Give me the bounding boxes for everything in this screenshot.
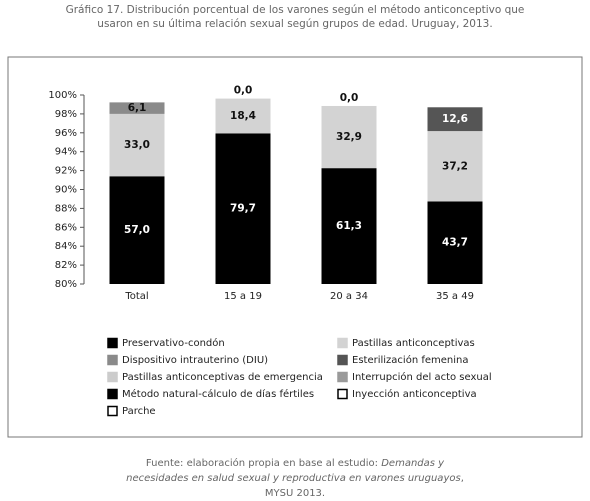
y-tick-label: 92% xyxy=(55,166,77,177)
data-label: 43,7 xyxy=(442,237,468,249)
legend-marker xyxy=(337,388,348,400)
bar-segment xyxy=(321,168,377,284)
data-label: 32,9 xyxy=(336,131,362,143)
data-label: 33,0 xyxy=(124,139,150,151)
data-label: 61,3 xyxy=(336,220,362,232)
legend-marker xyxy=(337,354,348,366)
x-tick-label: 15 a 19 xyxy=(224,291,262,302)
bar-segment xyxy=(215,98,271,134)
legend-label: Esterilización femenina xyxy=(352,354,468,366)
legend-marker xyxy=(107,405,118,417)
chart-frame xyxy=(7,56,583,438)
chart-title: Gráfico 17. Distribución porcentual de l… xyxy=(65,4,525,16)
legend-marker xyxy=(107,337,118,349)
legend-label: Dispositivo intrauterino (DIU) xyxy=(122,355,268,366)
source-text: Demandas y necesidades en salud sexual y… xyxy=(126,458,461,484)
bar-segment xyxy=(109,176,165,284)
y-tick-label: 90% xyxy=(55,185,77,196)
x-tick-label: 20 a 34 xyxy=(330,291,368,302)
y-tick-label: 84% xyxy=(55,241,77,252)
legend-label: Interrupción del acto sexual xyxy=(352,371,492,383)
legend-marker xyxy=(107,388,118,400)
page: Gráfico 17. Distribución porcentual de l… xyxy=(7,4,583,499)
x-tick-label: Total xyxy=(124,291,148,302)
legend-marker xyxy=(107,371,118,383)
data-label: 12,6 xyxy=(442,113,468,125)
legend-marker xyxy=(337,371,348,383)
data-label: 37,2 xyxy=(442,160,468,172)
y-tick-label: 88% xyxy=(55,203,77,214)
y-tick-label: 98% xyxy=(55,109,77,120)
y-tick-label: 80% xyxy=(55,279,77,290)
legend-label: Inyección anticonceptiva xyxy=(352,388,477,400)
chart-title: usaron en su última relación sexual segú… xyxy=(97,18,493,30)
y-tick-label: 86% xyxy=(55,222,77,233)
legend-label: Preservativo-condón xyxy=(122,337,225,349)
legend-label: Pastillas anticonceptivas de emergencia xyxy=(122,372,323,383)
y-tick-label: 100% xyxy=(48,90,77,101)
legend-marker xyxy=(337,337,348,349)
data-label: 0,0 xyxy=(234,85,253,97)
data-label: 57,0 xyxy=(124,224,150,236)
bar-segment xyxy=(109,102,165,114)
y-tick-label: 96% xyxy=(55,128,77,139)
legend-label: Método natural-cálculo de días fértiles xyxy=(122,388,314,400)
y-tick-label: 82% xyxy=(55,260,77,271)
x-tick-label: 35 a 49 xyxy=(436,291,474,302)
bar-segment xyxy=(427,131,483,202)
data-label: 0,0 xyxy=(340,92,359,104)
bar-segment xyxy=(427,107,483,132)
data-label: 79,7 xyxy=(230,203,256,215)
chart: 80% 82% 84% 86% 88% 90% 92% 94% 96% 98% 100% Total 5… xyxy=(7,56,583,438)
data-label: 18,4 xyxy=(230,110,256,122)
legend-label: Parche xyxy=(122,406,156,417)
y-tick-label: 94% xyxy=(55,147,77,158)
bar-segment xyxy=(427,201,483,284)
legend-label: Pastillas anticonceptivas xyxy=(352,338,475,349)
legend-marker xyxy=(107,354,118,366)
source-text: Fuente: elaboración propia en base al es… xyxy=(145,458,382,469)
source: Fuente: elaboración propia en base al es… xyxy=(120,456,470,501)
bar-segment xyxy=(215,133,271,284)
bar-segment xyxy=(109,113,165,177)
bar-segment xyxy=(321,105,377,169)
data-label: 6,1 xyxy=(128,102,147,114)
